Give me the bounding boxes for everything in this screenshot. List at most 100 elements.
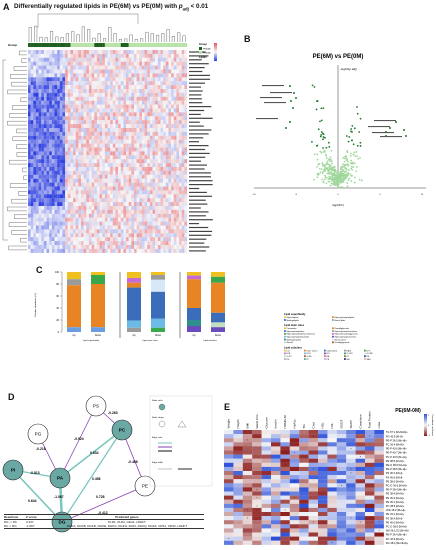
heatmap-cell	[65, 108, 68, 113]
heatmap-cell	[123, 92, 127, 97]
heatmap-cell	[54, 225, 58, 230]
heatmap-cell	[157, 229, 161, 234]
heatmap-cell	[173, 202, 177, 207]
heatmap-cell	[54, 120, 58, 125]
heatmap-cell	[141, 73, 145, 78]
heatmap-cell	[51, 65, 55, 70]
heatmap-cell	[131, 167, 135, 171]
heatmap-cell	[184, 182, 188, 187]
e-cell	[252, 512, 262, 517]
heatmap-cell	[171, 143, 174, 148]
e-cell	[271, 512, 281, 517]
heatmap-cell	[160, 174, 164, 179]
heatmap-cell	[179, 65, 182, 70]
heatmap-cell	[141, 159, 145, 164]
heatmap-cell	[163, 108, 166, 113]
heatmap-cell	[86, 124, 90, 129]
heatmap-cell	[96, 92, 100, 97]
e-cell	[346, 499, 356, 504]
heatmap-cell	[91, 69, 95, 74]
heatmap-cell	[43, 217, 47, 222]
heatmap-cell	[120, 202, 124, 207]
heatmap-cell	[99, 139, 103, 144]
heatmap-cell	[173, 248, 177, 253]
heatmap-cell	[149, 225, 153, 230]
heatmap-cell	[104, 213, 108, 218]
heatmap-cell	[128, 202, 132, 207]
heatmap-cell	[78, 77, 82, 82]
e-cell	[242, 487, 253, 492]
heatmap-cell	[35, 61, 39, 66]
heatmap-cell	[54, 159, 58, 164]
heatmap-cell	[118, 53, 121, 58]
heatmap-cell	[65, 100, 68, 105]
heatmap-cell	[35, 92, 39, 97]
heatmap-cell	[33, 217, 37, 222]
e-cell	[299, 430, 309, 435]
e-cell	[271, 487, 281, 492]
heatmap-cell	[141, 190, 145, 195]
heatmap-cell	[176, 202, 180, 207]
heatmap-cell	[49, 139, 52, 144]
heatmap-cell	[35, 50, 39, 54]
heatmap-cell	[54, 124, 58, 129]
heatmap-cell	[157, 209, 161, 214]
heatmap-cell	[54, 81, 58, 86]
heatmap-cell	[107, 50, 111, 54]
volcano-point	[359, 141, 362, 144]
heatmap-cell	[59, 81, 63, 86]
e-cell	[242, 528, 253, 533]
heatmap-cell	[70, 167, 74, 171]
heatmap-cell	[83, 108, 87, 113]
heatmap-cell	[96, 206, 100, 210]
heatmap-cell	[30, 170, 34, 175]
heatmap-cell	[38, 108, 42, 113]
heatmap-cell	[165, 155, 169, 160]
heatmap-cell	[118, 170, 121, 175]
heatmap-cell	[136, 112, 140, 117]
legend-item-0m: PE(0M)	[203, 49, 211, 51]
heatmap-cell	[163, 89, 166, 93]
heatmap-cell	[49, 77, 52, 82]
e-cell	[261, 520, 272, 525]
volcano-point	[327, 163, 330, 166]
e-cell	[355, 458, 366, 463]
volcano-point	[315, 108, 318, 111]
c-bar-label: Down	[155, 334, 162, 337]
heatmap-cell	[57, 128, 60, 132]
heatmap-cell	[49, 241, 52, 246]
heatmap-cell	[115, 116, 119, 121]
e-sig-star: *	[256, 488, 258, 492]
heatmap-cell	[67, 53, 71, 58]
group-bar-cell	[78, 43, 82, 47]
heatmap-cell	[49, 120, 52, 125]
heatmap-cell	[134, 186, 137, 191]
heatmap-cell	[173, 155, 177, 160]
heatmap-cell	[30, 116, 34, 121]
e-cell	[289, 446, 300, 451]
heatmap-cell	[102, 159, 105, 164]
heatmap-cell	[75, 100, 79, 105]
heatmap-cell	[57, 194, 60, 199]
heatmap-cell	[160, 209, 164, 214]
heatmap-cell	[123, 170, 127, 175]
e-cell	[289, 471, 300, 476]
heatmap-cell	[173, 194, 177, 199]
heatmap-cell	[46, 100, 50, 105]
heatmap-cell	[57, 112, 60, 117]
e-sig-star: *	[266, 513, 268, 517]
xtick-0: -10	[252, 194, 256, 196]
heatmap-cell	[131, 61, 135, 66]
volcano-point	[353, 127, 356, 130]
heatmap-cell	[91, 151, 95, 156]
volcano-point	[316, 172, 319, 175]
e-cell	[242, 442, 253, 447]
heatmap-cell	[139, 135, 143, 140]
heatmap-cell	[165, 65, 169, 70]
heatmap-cell	[128, 139, 132, 144]
heatmap-cell	[73, 206, 76, 210]
heatmap-cell	[123, 245, 127, 249]
heatmap-cell	[141, 241, 145, 246]
heatmap-cell	[30, 65, 34, 70]
heatmap-cell	[110, 131, 113, 136]
